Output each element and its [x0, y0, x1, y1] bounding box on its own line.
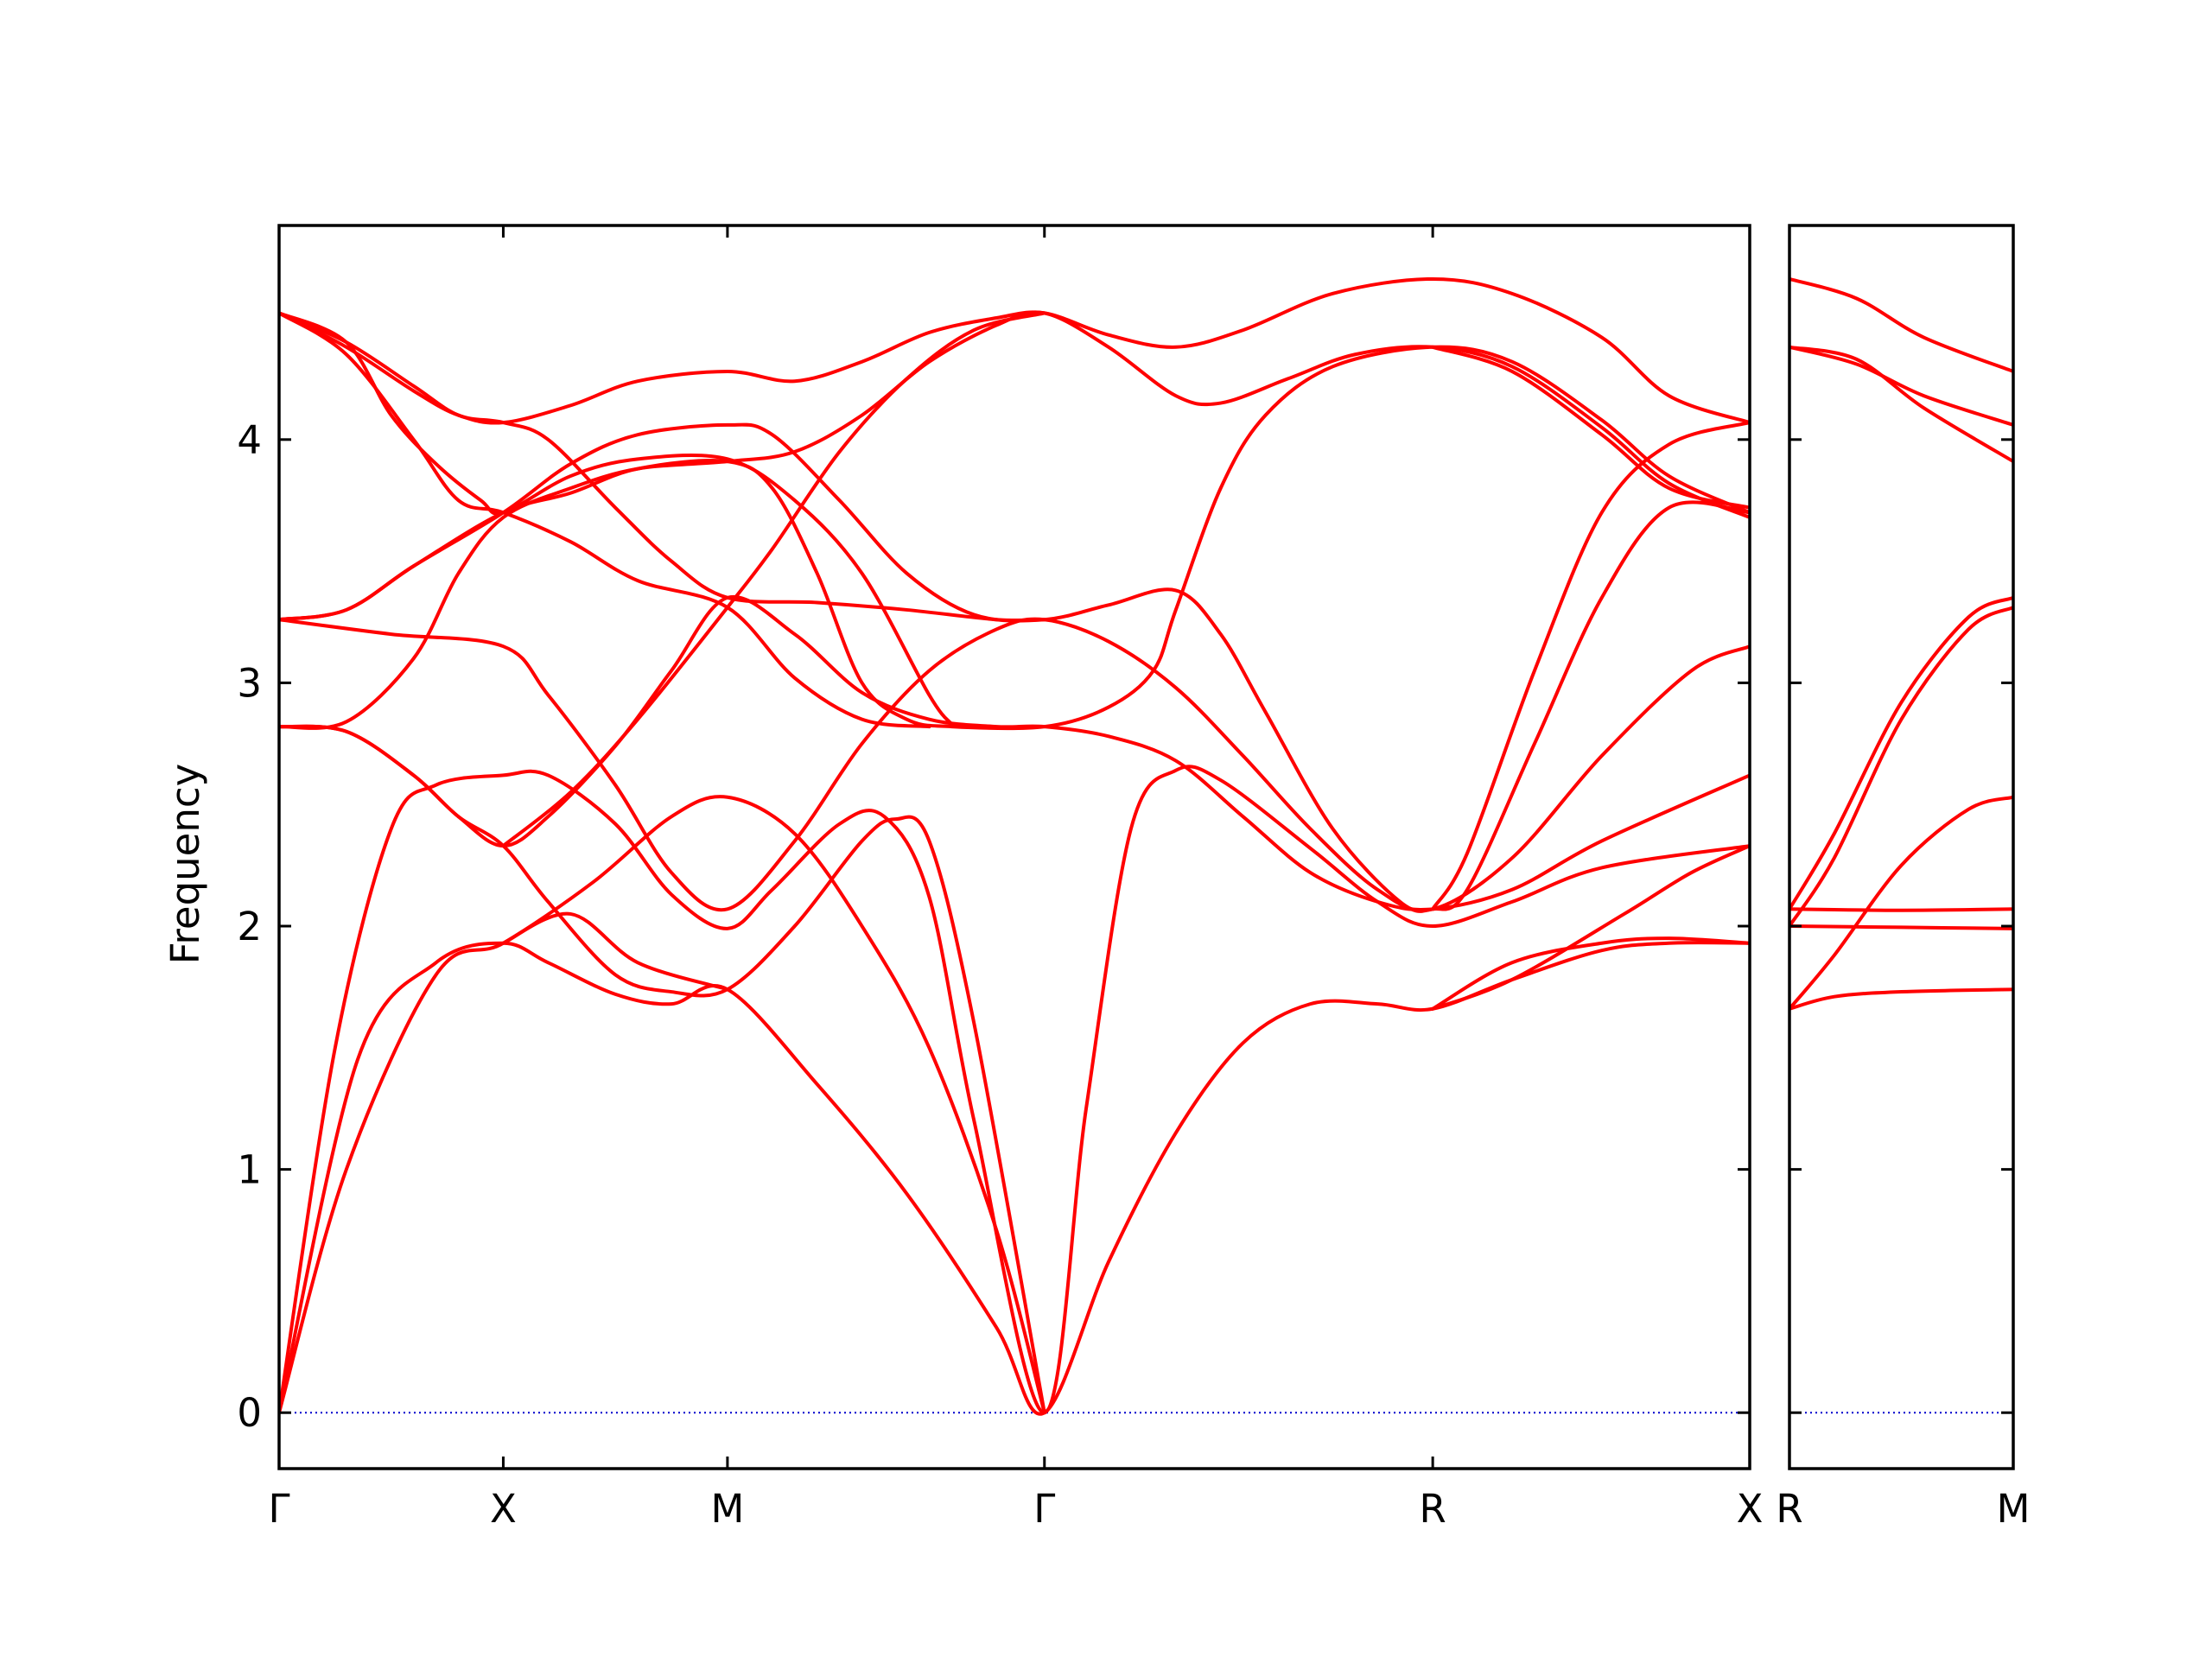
band-line [1789, 907, 2013, 912]
y-tick-label: 2 [237, 904, 262, 949]
band-line [279, 765, 1750, 1415]
band-line [1431, 345, 1750, 510]
y-tick-label: 0 [237, 1390, 262, 1436]
band-line [279, 310, 1750, 730]
band-line [1789, 595, 2013, 911]
x-tick-label: Γ [268, 1486, 289, 1532]
x-tick-label: X [490, 1486, 517, 1532]
band-line [279, 311, 954, 727]
y-tick-label: 3 [237, 660, 262, 706]
band-line [279, 941, 1750, 1416]
band-line [1789, 276, 2013, 373]
band-line [279, 311, 1046, 623]
band-line [1431, 844, 1750, 1011]
x-tick-label: R [1419, 1486, 1446, 1532]
band-line [1789, 795, 2013, 1011]
panel-1-bands [1789, 276, 2013, 1414]
y-axis-label: Frequency [162, 764, 208, 964]
panel-1-frame [1788, 224, 2015, 1470]
band-line [1431, 936, 1750, 1011]
band-line [1789, 924, 2013, 930]
y-tick-label: 1 [237, 1147, 262, 1193]
y-tick-label: 4 [237, 417, 262, 463]
band-line [1789, 987, 2013, 1011]
band-line [279, 724, 1046, 1415]
band-line [501, 311, 1046, 848]
x-tick-label: X [1737, 1486, 1764, 1532]
panel-0-bands [279, 276, 1750, 1416]
x-tick-label: Γ [1033, 1486, 1055, 1532]
panel-0-frame [277, 224, 1751, 1470]
band-line [1789, 345, 2013, 464]
band-line [279, 795, 1046, 1415]
band-line [1789, 345, 2013, 427]
band-line [1789, 606, 2013, 929]
x-tick-label: R [1776, 1486, 1802, 1532]
frame-layer [277, 224, 2015, 1470]
band-line [279, 311, 931, 729]
band-line [279, 617, 1750, 912]
x-tick-label: M [710, 1486, 744, 1532]
band-line [279, 345, 1750, 731]
band-line [279, 276, 1750, 425]
bands-layer [279, 276, 2013, 1416]
band-line [501, 911, 729, 992]
band-line [1431, 421, 1750, 911]
x-tick-label: M [1997, 1486, 2031, 1532]
band-line [279, 422, 1750, 913]
